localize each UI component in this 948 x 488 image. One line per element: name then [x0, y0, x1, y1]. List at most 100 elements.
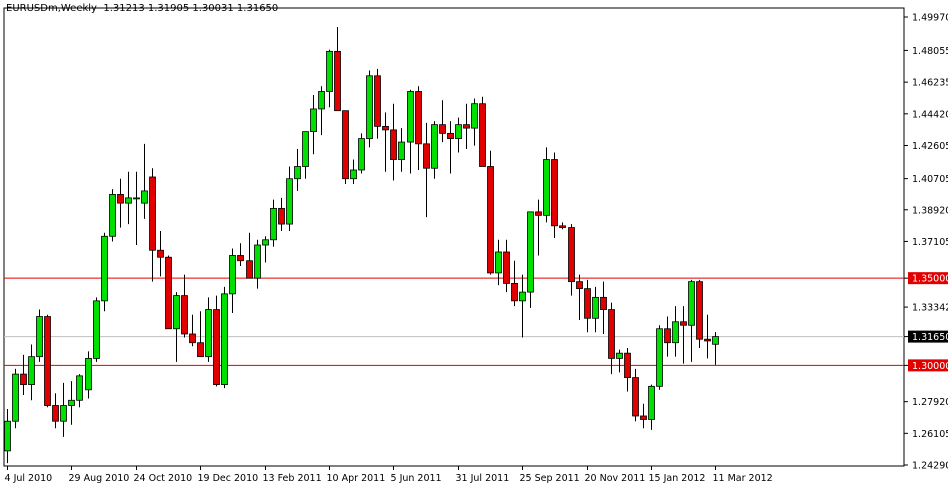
- y-tick-label: 1.37105: [912, 237, 948, 248]
- candle-body-down: [632, 377, 639, 417]
- candle-body-down: [608, 309, 615, 359]
- plot-area: [3, 7, 905, 467]
- candle-18: [149, 168, 156, 282]
- candle-body-up: [93, 300, 100, 359]
- candle-body-up: [326, 50, 333, 92]
- candle-23: [189, 314, 196, 347]
- candle-76: [616, 349, 623, 373]
- candle-16: [133, 171, 140, 246]
- candle-body-up: [543, 159, 550, 216]
- candle-13: [109, 189, 116, 242]
- candle-body-down: [447, 132, 454, 139]
- candle-33: [270, 199, 277, 247]
- candle-43: [350, 159, 357, 184]
- candle-body-up: [205, 309, 212, 358]
- candle-8: [68, 381, 75, 425]
- candle-74: [600, 281, 607, 334]
- candle-body-up: [302, 131, 309, 167]
- candle-body-down: [664, 328, 671, 344]
- y-tick-label: 1.24290: [912, 461, 948, 472]
- candle-body-up: [68, 399, 75, 406]
- candle-body-up: [398, 141, 405, 160]
- candle-body-up: [229, 255, 236, 295]
- candle-body-down: [696, 281, 703, 340]
- candle-84: [680, 306, 687, 364]
- candle-body-down: [334, 50, 341, 112]
- candle-body-up: [262, 239, 269, 246]
- candle-31: [254, 239, 261, 289]
- candle-57: [463, 103, 470, 150]
- candle-body-up: [125, 197, 132, 204]
- candle-body-down: [149, 176, 156, 251]
- candle-body-down: [246, 260, 253, 279]
- candle-24: [197, 311, 204, 358]
- candle-50: [407, 89, 414, 174]
- candle-body-up: [527, 211, 534, 293]
- candle-14: [117, 178, 124, 228]
- candle-38: [310, 94, 317, 155]
- y-tick-label: 1.26105: [912, 429, 948, 440]
- x-tick-label: 20 Nov 2011: [585, 473, 646, 484]
- candle-body-down: [559, 225, 566, 228]
- y-tick-label: 1.40705: [912, 174, 948, 185]
- candle-67: [543, 147, 550, 223]
- x-tick-label: 24 Oct 2010: [134, 473, 193, 484]
- candle-52: [423, 122, 430, 218]
- candle-body-up: [672, 321, 679, 344]
- candle-59: [479, 96, 486, 167]
- candle-body-up: [60, 405, 67, 422]
- candle-body-up: [28, 356, 35, 385]
- y-tick-label: 1.46235: [912, 78, 948, 89]
- candle-body-down: [374, 75, 381, 127]
- candle-3: [28, 344, 35, 401]
- candle-body-up: [221, 293, 228, 385]
- candle-body-up: [495, 251, 502, 274]
- candle-body-down: [568, 227, 575, 283]
- y-tick-label: 1.48055: [912, 46, 948, 57]
- candle-28: [229, 248, 236, 314]
- y-tick-label: 1.33342: [912, 303, 948, 314]
- candle-body-up: [318, 91, 325, 110]
- candle-body-down: [624, 352, 631, 378]
- candle-75: [608, 302, 615, 375]
- candle-83: [672, 306, 679, 357]
- candle-0: [4, 409, 11, 464]
- candle-body-down: [213, 309, 220, 385]
- candle-85: [688, 279, 695, 362]
- candle-body-down: [117, 194, 124, 204]
- candle-body-down: [197, 342, 204, 358]
- x-tick-label: 25 Sep 2011: [520, 473, 580, 484]
- candle-1: [12, 368, 19, 429]
- candle-body-up: [294, 166, 301, 180]
- candle-body-down: [278, 207, 285, 225]
- candle-body-up: [366, 75, 373, 139]
- candle-body-up: [133, 197, 140, 200]
- candle-body-up: [254, 244, 261, 279]
- candle-20: [165, 255, 172, 330]
- candles: [4, 26, 719, 464]
- x-tick-label: 10 Apr 2011: [327, 473, 386, 484]
- candle-40: [326, 49, 333, 108]
- x-tick-label: 19 Dec 2010: [198, 473, 259, 484]
- x-tick-label: 15 Jan 2012: [649, 473, 706, 484]
- candle-body-up: [310, 108, 317, 133]
- candle-27: [221, 286, 228, 389]
- y-tick-label: 1.30000: [912, 361, 948, 372]
- candle-body-down: [535, 211, 542, 216]
- level-label-box: [908, 272, 948, 285]
- candle-44: [358, 133, 365, 174]
- candle-77: [624, 347, 631, 392]
- candle-49: [398, 128, 405, 172]
- candle-53: [431, 121, 438, 179]
- horizontal-lines: [4, 277, 904, 366]
- candle-55: [447, 121, 454, 174]
- candle-body-down: [479, 103, 486, 167]
- candle-body-up: [101, 235, 108, 302]
- candle-79: [640, 403, 647, 429]
- candle-48: [390, 103, 397, 181]
- candle-36: [294, 149, 301, 191]
- candle-78: [632, 368, 639, 422]
- candle-11: [93, 297, 100, 362]
- candle-29: [237, 243, 244, 266]
- y-tick-label: 1.27920: [912, 397, 948, 408]
